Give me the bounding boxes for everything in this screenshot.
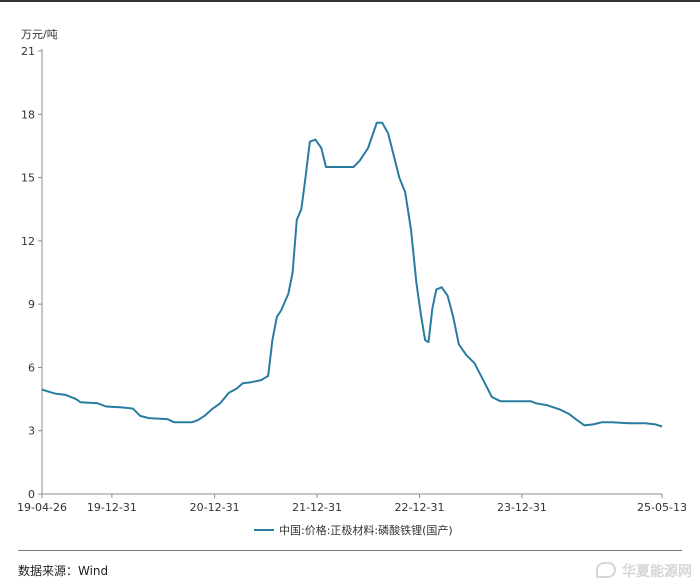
y-tick-label: 6	[28, 361, 35, 374]
y-tick-label: 21	[21, 45, 35, 58]
y-axis-unit-label: 万元/吨	[21, 28, 58, 41]
watermark: 华夏能源网	[596, 561, 692, 581]
top-border	[0, 0, 700, 2]
x-tick-label: 20-12-31	[190, 501, 240, 514]
legend: 中国:价格:正极材料:磷酸铁锂(国产)	[254, 523, 453, 537]
x-axis: 19-04-26 19-12-31 20-12-31 21-12-31 22-12-31…	[17, 493, 687, 514]
y-tick-label: 12	[21, 235, 35, 248]
x-tick-label: 25-05-13	[637, 501, 687, 514]
y-axis: 0 3 6 9 12 15 18 21	[21, 45, 43, 501]
weibo-logo-icon	[596, 562, 616, 578]
y-tick-label: 3	[28, 425, 35, 438]
footer-divider	[18, 550, 682, 551]
legend-label[interactable]: 中国:价格:正极材料:磷酸铁锂(国产)	[279, 523, 453, 537]
y-tick-label: 0	[28, 488, 35, 501]
line-chart: 万元/吨 0 3 6 9 12 15 18 21 19-04-26 19-12-31 20-12-…	[17, 28, 687, 537]
x-tick-label: 21-12-31	[292, 501, 342, 514]
x-tick-label: 19-12-31	[87, 501, 137, 514]
series-line-lfp-price	[41, 121, 663, 428]
x-tick-label: 22-12-31	[395, 501, 445, 514]
x-tick-label: 19-04-26	[17, 501, 67, 514]
x-tick-label: 23-12-31	[497, 501, 547, 514]
data-source-note: 数据来源：Wind	[18, 564, 109, 578]
watermark-text: 华夏能源网	[622, 564, 692, 580]
y-tick-label: 15	[21, 172, 35, 185]
y-tick-label: 9	[28, 298, 35, 311]
y-tick-label: 18	[21, 108, 35, 121]
